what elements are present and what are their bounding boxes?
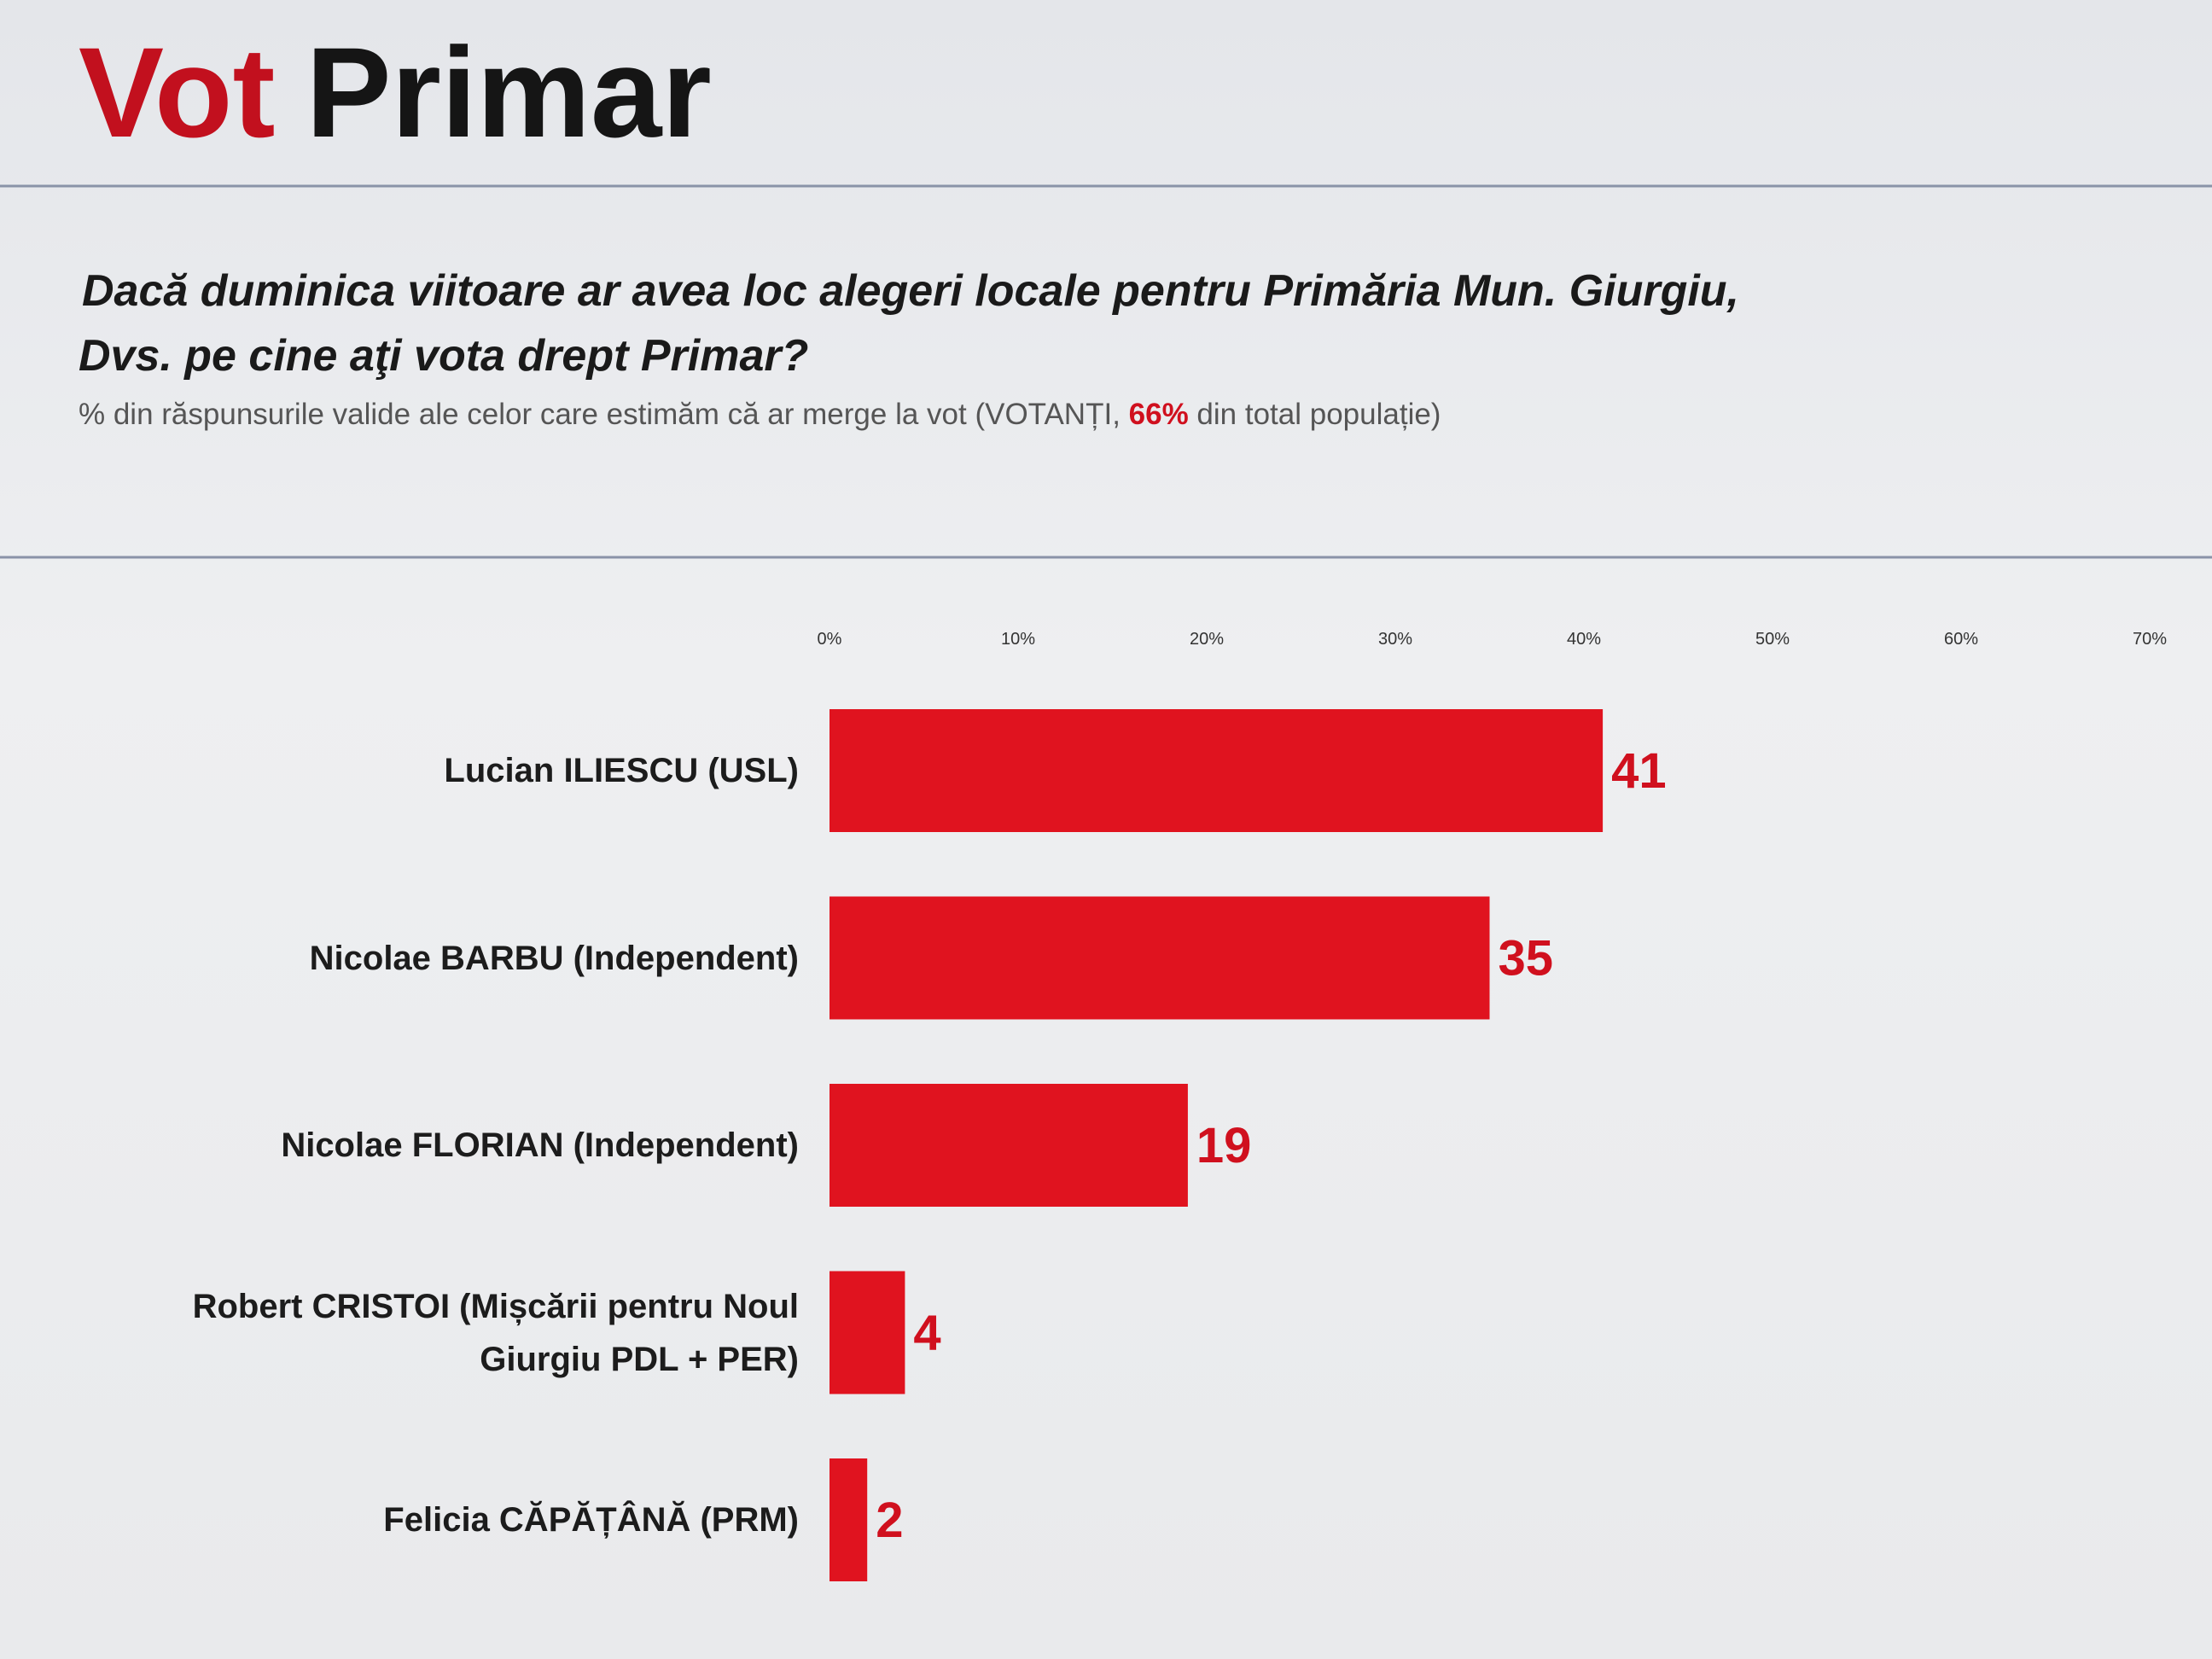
subtitle: Dvs. pe cine aţi vota drept Primar? — [79, 331, 808, 381]
category-label: Nicolae FLORIAN (Independent) — [281, 1126, 799, 1164]
category-label: Lucian ILIESCU (USL) — [444, 752, 799, 789]
x-tick-label: 20% — [1190, 630, 1224, 649]
category-label: Robert CRISTOI (Mișcării pentru Noul Giu… — [192, 1287, 799, 1378]
note-text: % din răspunsurile valide ale celor care… — [79, 398, 1129, 431]
title-accent: Vot — [79, 20, 276, 164]
value-label: 35 — [1499, 931, 1554, 987]
chart-title: Vot Primar — [79, 20, 712, 164]
value-label: 4 — [913, 1306, 940, 1361]
x-tick-label: 70% — [2133, 630, 2167, 649]
x-tick-label: 60% — [1944, 630, 1978, 649]
category-label: Felicia CĂPĂȚÂNĂ (PRM) — [383, 1501, 799, 1539]
note-text: din total populație) — [1189, 398, 1441, 431]
note-highlight: 66% — [1129, 398, 1189, 431]
x-tick-label: 10% — [1001, 630, 1035, 649]
bar — [830, 1084, 1188, 1207]
x-tick-label: 30% — [1378, 630, 1412, 649]
x-tick-label: 0% — [818, 630, 842, 649]
title-main: Primar — [306, 20, 712, 164]
bar — [830, 896, 1490, 1020]
note: % din răspunsurile valide ale celor care… — [79, 398, 1441, 431]
subtitle: Dacă duminica viitoare ar avea loc alege… — [82, 266, 1739, 316]
x-tick-label: 40% — [1567, 630, 1601, 649]
value-label: 19 — [1196, 1118, 1252, 1173]
category-label: Nicolae BARBU (Independent) — [309, 939, 799, 977]
bar — [830, 1458, 868, 1581]
bar — [830, 1271, 905, 1394]
value-label: 2 — [876, 1493, 903, 1548]
value-label: 41 — [1611, 743, 1667, 799]
bar — [830, 709, 1604, 832]
x-tick-label: 50% — [1755, 630, 1790, 649]
